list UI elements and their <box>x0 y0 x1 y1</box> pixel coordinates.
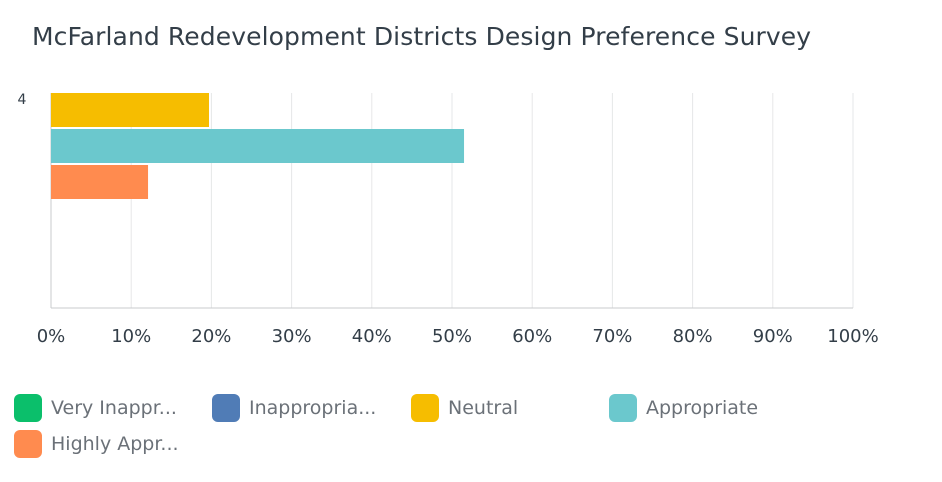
chart-title: McFarland Redevelopment Districts Design… <box>32 22 812 51</box>
legend-item-neutral[interactable]: Neutral <box>411 394 518 422</box>
legend-swatch <box>14 394 42 422</box>
legend-label: Appropriate <box>646 397 759 419</box>
x-tick-label: 70% <box>592 326 632 347</box>
x-tick-label: 90% <box>753 326 793 347</box>
legend-item-inappropriate[interactable]: Inappropria... <box>212 394 376 422</box>
x-tick-label: 60% <box>512 326 552 347</box>
y-category-label: 4 <box>18 92 27 108</box>
legend-swatch <box>609 394 637 422</box>
bar-chart: 0% 10% 20% 30% 40% 50% 60% 70% 80% 90% 100% 4 <box>18 92 879 347</box>
x-tick-label: 80% <box>673 326 713 347</box>
legend-label: Neutral <box>448 397 519 419</box>
chart-legend: Very Inappr... Inappropria... Neutral Appro… <box>14 394 914 474</box>
x-tick-label: 30% <box>272 326 312 347</box>
x-tick-label: 100% <box>827 326 878 347</box>
legend-item-very-inappropriate[interactable]: Very Inappr... <box>14 394 177 422</box>
legend-swatch <box>212 394 240 422</box>
legend-item-appropriate[interactable]: Appropriate <box>609 394 758 422</box>
legend-swatch <box>411 394 439 422</box>
legend-label: Inappropria... <box>249 397 377 419</box>
x-tick-label: 50% <box>432 326 472 347</box>
bar-highly-appropriate <box>51 165 149 199</box>
x-tick-label: 10% <box>111 326 151 347</box>
legend-label: Very Inappr... <box>51 397 177 419</box>
bar-appropriate <box>51 129 465 163</box>
legend-item-highly-appropriate[interactable]: Highly Appr... <box>14 430 179 458</box>
x-tick-label: 40% <box>352 326 392 347</box>
legend-swatch <box>14 430 42 458</box>
x-tick-label: 0% <box>37 326 66 347</box>
x-tick-label: 20% <box>191 326 231 347</box>
legend-label: Highly Appr... <box>51 433 179 455</box>
bar-neutral <box>51 93 209 127</box>
